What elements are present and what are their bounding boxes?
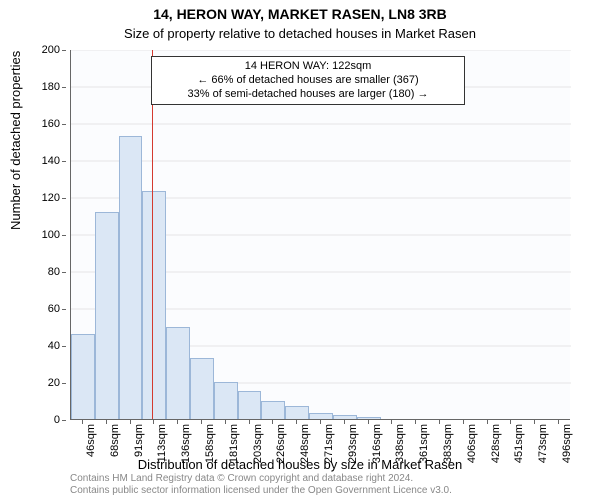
y-tick-label: 0 xyxy=(0,414,60,426)
footer-line-1: Contains HM Land Registry data © Crown c… xyxy=(70,473,570,485)
histogram-bar xyxy=(166,327,190,420)
histogram-bars xyxy=(71,50,570,419)
x-tick-label: 91sqm xyxy=(133,424,145,457)
histogram-bar xyxy=(285,406,309,419)
annotation-box: 14 HERON WAY: 122sqm← 66% of detached ho… xyxy=(151,56,465,105)
histogram-bar xyxy=(119,136,143,419)
histogram-bar xyxy=(142,191,166,419)
histogram-bar xyxy=(190,358,214,419)
histogram-bar xyxy=(214,382,238,419)
histogram-bar xyxy=(309,413,333,419)
y-tick-label: 60 xyxy=(0,303,60,315)
annotation-line: 14 HERON WAY: 122sqm xyxy=(158,60,458,74)
y-tick-label: 20 xyxy=(0,377,60,389)
histogram-bar xyxy=(238,391,262,419)
y-tick-label: 120 xyxy=(0,192,60,204)
histogram-bar xyxy=(333,415,357,419)
title-main: 14, HERON WAY, MARKET RASEN, LN8 3RB xyxy=(0,6,600,22)
x-tick-label: 46sqm xyxy=(85,424,97,457)
y-ticks: 020406080100120140160180200 xyxy=(0,50,66,420)
footer-attribution: Contains HM Land Registry data © Crown c… xyxy=(70,473,570,496)
footer-line-2: Contains public sector information licen… xyxy=(70,485,570,497)
y-tick-label: 180 xyxy=(0,81,60,93)
histogram-bar xyxy=(71,334,95,419)
y-tick-label: 140 xyxy=(0,155,60,167)
title-sub: Size of property relative to detached ho… xyxy=(0,26,600,41)
x-ticks: 46sqm68sqm91sqm113sqm136sqm158sqm181sqm2… xyxy=(70,420,570,460)
y-tick-label: 200 xyxy=(0,44,60,56)
histogram-bar xyxy=(261,401,285,420)
reference-line xyxy=(152,50,153,419)
y-tick-label: 80 xyxy=(0,266,60,278)
y-tick-label: 160 xyxy=(0,118,60,130)
histogram-bar xyxy=(357,417,381,419)
annotation-line: 33% of semi-detached houses are larger (… xyxy=(158,88,458,102)
y-tick-label: 40 xyxy=(0,340,60,352)
annotation-line: ← 66% of detached houses are smaller (36… xyxy=(158,74,458,88)
y-tick-label: 100 xyxy=(0,229,60,241)
x-tick-label: 68sqm xyxy=(109,424,121,457)
chart-plot-area: 14 HERON WAY: 122sqm← 66% of detached ho… xyxy=(70,50,570,420)
histogram-bar xyxy=(95,212,119,419)
x-axis-label: Distribution of detached houses by size … xyxy=(0,457,600,472)
